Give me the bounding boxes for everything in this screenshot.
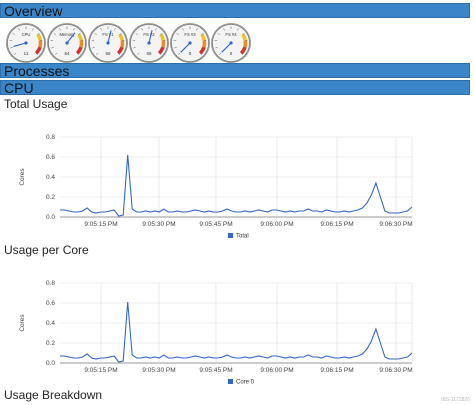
- legend-label: Core 0: [236, 380, 255, 386]
- series-line: [60, 154, 413, 217]
- gauge-fs-4: FS #4 0: [211, 23, 251, 63]
- x-tick-label: 9:05:15 PM: [84, 221, 117, 228]
- gauge-needle: [107, 30, 112, 44]
- y-tick-label: 0.8: [46, 280, 55, 287]
- gauge-fs-2: FS #2 55: [129, 23, 169, 63]
- x-tick-label: 9:06:00 PM: [260, 367, 293, 374]
- gauge-label: FS #2: [143, 32, 155, 37]
- usage-per-core-heading: Usage per Core: [4, 243, 89, 257]
- x-tick-label: 9:05:30 PM: [142, 367, 175, 374]
- gauge-label: FS #4: [225, 32, 237, 37]
- x-tick-label: 9:06:00 PM: [260, 221, 293, 228]
- usage-per-core-chart: 0.0 0.2 0.4 0.6 0.8 9:05:15 PM 9:05:30 PM 9:05:…: [19, 280, 413, 386]
- gauge-value: 55: [146, 51, 152, 56]
- gauge-value: 64: [64, 51, 70, 56]
- x-tick-label: 9:06:30 PM: [379, 367, 412, 374]
- gauge-needle: [221, 42, 232, 53]
- gauge-value: 55: [105, 51, 111, 56]
- gauge-label: FS #1: [102, 32, 114, 37]
- cpu-section-header[interactable]: CPU: [0, 80, 470, 96]
- gauge-label: CPU: [22, 32, 31, 37]
- processes-section-header[interactable]: Processes: [0, 63, 470, 79]
- legend-swatch: [228, 233, 233, 238]
- gauge-needle: [180, 42, 191, 53]
- y-tick-label: 0.8: [46, 134, 55, 141]
- x-tick-label: 9:06:15 PM: [320, 221, 353, 228]
- x-tick-label: 9:05:30 PM: [142, 221, 175, 228]
- watermark: IBS-1172826: [441, 397, 470, 403]
- overview-section-header[interactable]: Overview: [0, 3, 470, 19]
- y-axis-title: Cores: [19, 168, 26, 186]
- gauge-value: 11: [24, 51, 29, 56]
- gauge-fs-3: FS #3 0: [170, 23, 210, 63]
- gauge-value: 0: [230, 51, 233, 56]
- y-tick-label: 0.6: [46, 154, 55, 161]
- total-usage-heading: Total Usage: [4, 97, 68, 111]
- legend-swatch: [228, 379, 233, 384]
- gauge-label: FS #3: [184, 32, 196, 37]
- gauge-needle: [148, 30, 153, 44]
- y-tick-label: 0.2: [46, 194, 55, 201]
- x-tick-label: 9:06:30 PM: [379, 221, 412, 228]
- y-tick-label: 0.0: [46, 360, 55, 367]
- gauge-fs-1: FS #1 55: [88, 23, 128, 63]
- gauge-needle: [66, 32, 76, 44]
- total-usage-chart: 0.0 0.2 0.4 0.6 0.8 9:05:15 PM 9:05:30 PM 9:05:…: [19, 134, 413, 240]
- series-line: [60, 301, 413, 363]
- gauge-needle: [13, 42, 27, 47]
- y-tick-label: 0.4: [46, 174, 55, 181]
- gauge-value: 0: [189, 51, 192, 56]
- y-tick-label: 0.2: [46, 340, 55, 347]
- y-tick-label: 0.6: [46, 300, 55, 307]
- gauge-cpu: CPU 11: [6, 23, 46, 63]
- usage-breakdown-heading: Usage Breakdown: [4, 388, 103, 402]
- legend-label: Total: [236, 234, 249, 240]
- y-tick-label: 0.4: [46, 320, 55, 327]
- x-tick-label: 9:05:15 PM: [84, 367, 117, 374]
- x-tick-label: 9:06:15 PM: [320, 367, 353, 374]
- y-axis-title: Cores: [19, 314, 26, 332]
- gauge-memory: Memory 64: [47, 23, 87, 63]
- x-tick-label: 9:05:45 PM: [199, 367, 232, 374]
- x-tick-label: 9:05:45 PM: [199, 221, 232, 228]
- y-tick-label: 0.0: [46, 214, 55, 221]
- gauge-label: Memory: [59, 32, 75, 37]
